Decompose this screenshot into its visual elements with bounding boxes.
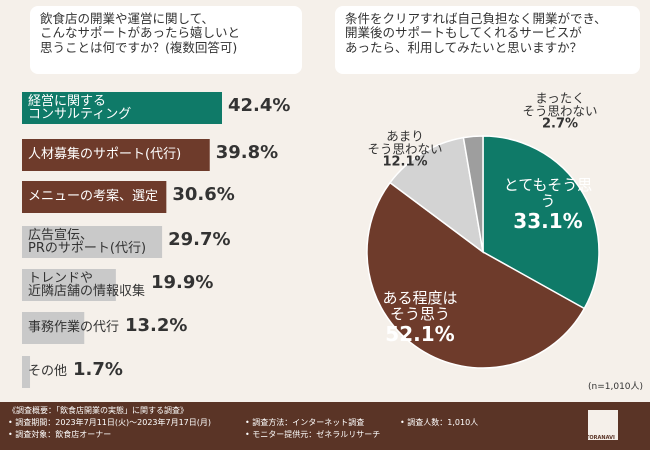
slice-value: 12.1% — [382, 154, 428, 170]
value-label: 42.4% — [228, 95, 291, 116]
slice-label: ある程度は そう思う 52.1% — [382, 288, 458, 346]
slice-value: 52.1% — [385, 321, 455, 346]
logo: TORANAVI — [586, 435, 615, 441]
value-label: 39.8% — [215, 142, 279, 163]
value-label: 19.9% — [151, 272, 214, 293]
footer-item: 調査期間：2023年7月11日(火)～2023年7月17日(月) — [8, 418, 211, 427]
pie-slice — [388, 136, 485, 254]
value-label: 29.7% — [168, 229, 231, 250]
slice-label: まったく そう思わない 2.7% — [522, 91, 597, 132]
slice-value: 33.1% — [513, 208, 583, 233]
bar-label: 事務作業の代行 — [28, 320, 120, 335]
bar — [22, 92, 222, 124]
bar — [22, 226, 163, 258]
footer-item: 調査方法：インターネット調査 — [245, 418, 364, 427]
footer-item: 調査人数：1,010人 — [400, 418, 478, 427]
bar — [22, 356, 31, 388]
sample-note: (n=1,010人) — [588, 382, 644, 392]
pie-slice — [366, 181, 586, 369]
pie-slice — [482, 135, 600, 310]
footer-item: モニター提供元：ゼネラルリサーチ — [245, 430, 380, 439]
slice-label: あまり そう思わない 12.1% — [367, 129, 442, 170]
left-title: 飲食店の開業や運営に関して、 こんなサポートがあったら嬉しいと 思うことは何です… — [30, 6, 302, 74]
value-label: 1.7% — [73, 359, 123, 380]
slice-name: あまり そう思わない — [367, 128, 443, 157]
slice-name: まったく そう思わない — [522, 90, 598, 119]
slice-name: とてもそう思う — [503, 175, 593, 210]
value-label: 13.2% — [125, 315, 188, 336]
bar — [22, 269, 116, 301]
bar-label: 広告宣伝、 PRのサポート(代行) — [28, 227, 147, 257]
bar-label: その他 — [28, 364, 68, 379]
slice-name: ある程度は そう思う — [382, 288, 458, 323]
right-title: 条件をクリアすれば自己負担なく開業ができ、 開業後のサポートもしてくれるサービス… — [335, 6, 640, 74]
bar-label: トレンドや 近隣店舗の情報収集 — [28, 270, 146, 300]
footer-item: 調査対象：飲食店オーナー — [8, 430, 111, 439]
logo-box — [588, 410, 618, 440]
bar — [22, 139, 210, 171]
footer-heading: 《調査概要：「飲食店開業の実態」に関する調査》 — [8, 406, 188, 415]
bar-label: 人材募集のサポート(代行) — [28, 147, 182, 162]
slice-value: 2.7% — [541, 116, 579, 132]
bar-label: メニューの考案、選定 — [28, 189, 159, 204]
bar-label: 経営に関する コンサルティング — [28, 93, 132, 123]
pie-slice — [462, 135, 484, 253]
bar — [22, 312, 85, 344]
slice-label: とてもそう思う 33.1% — [497, 175, 599, 233]
bar — [22, 181, 167, 213]
value-label: 30.6% — [172, 184, 235, 205]
